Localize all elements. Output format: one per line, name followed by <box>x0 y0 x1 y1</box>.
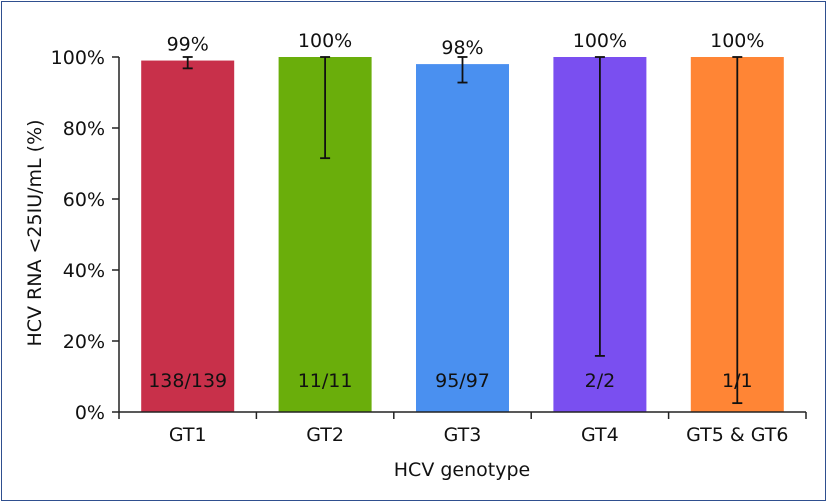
x-ticks-group: GT1 GT2 GT3 GT4 GT5 & GT6 <box>118 412 807 446</box>
value-label: 98% <box>441 37 483 59</box>
x-tick-label: GT5 & GT6 <box>686 424 788 446</box>
y-tick-label: 20% <box>63 331 105 353</box>
y-tick-label: 40% <box>63 260 105 282</box>
bars-group <box>141 57 784 413</box>
y-tick-label: 0% <box>75 402 105 424</box>
count-label: 1/1 <box>722 370 753 392</box>
bar-gt3 <box>416 64 509 412</box>
value-label: 100% <box>710 30 764 52</box>
bar-gt1 <box>141 60 235 413</box>
error-bars-group <box>182 56 743 405</box>
x-tick-label: GT1 <box>169 424 207 446</box>
y-ticks-group: 0% 20% 40% 60% 80% 100% <box>51 47 119 424</box>
x-tick-label: GT4 <box>581 424 619 446</box>
value-label: 100% <box>573 30 627 52</box>
count-label: 11/11 <box>298 370 353 392</box>
y-tick-label: 100% <box>51 47 105 69</box>
y-tick-label: 80% <box>63 118 105 140</box>
count-label: 2/2 <box>585 370 616 392</box>
y-tick-label: 60% <box>63 189 105 211</box>
x-axis-label: HCV genotype <box>394 459 530 481</box>
axes-group <box>118 57 806 413</box>
x-tick-label: GT2 <box>306 424 344 446</box>
y-axis-label: HCV RNA <25IU/mL (%) <box>24 119 46 346</box>
count-label: 138/139 <box>148 370 227 392</box>
count-label: 95/97 <box>435 370 490 392</box>
value-label: 99% <box>167 34 209 56</box>
data-labels-group: 99% 138/139 100% 11/11 98% 95/97 100% 2/2 100% 1/… <box>148 30 764 392</box>
value-label: 100% <box>298 30 352 52</box>
x-tick-label: GT3 <box>444 424 482 446</box>
